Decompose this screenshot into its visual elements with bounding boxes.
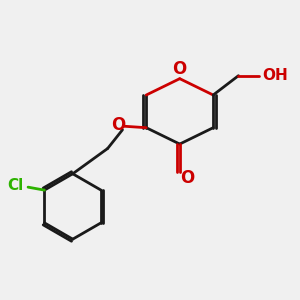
- Text: O: O: [172, 60, 187, 78]
- Text: O: O: [180, 169, 194, 187]
- Text: OH: OH: [262, 68, 288, 83]
- Text: Cl: Cl: [8, 178, 24, 193]
- Text: O: O: [112, 116, 126, 134]
